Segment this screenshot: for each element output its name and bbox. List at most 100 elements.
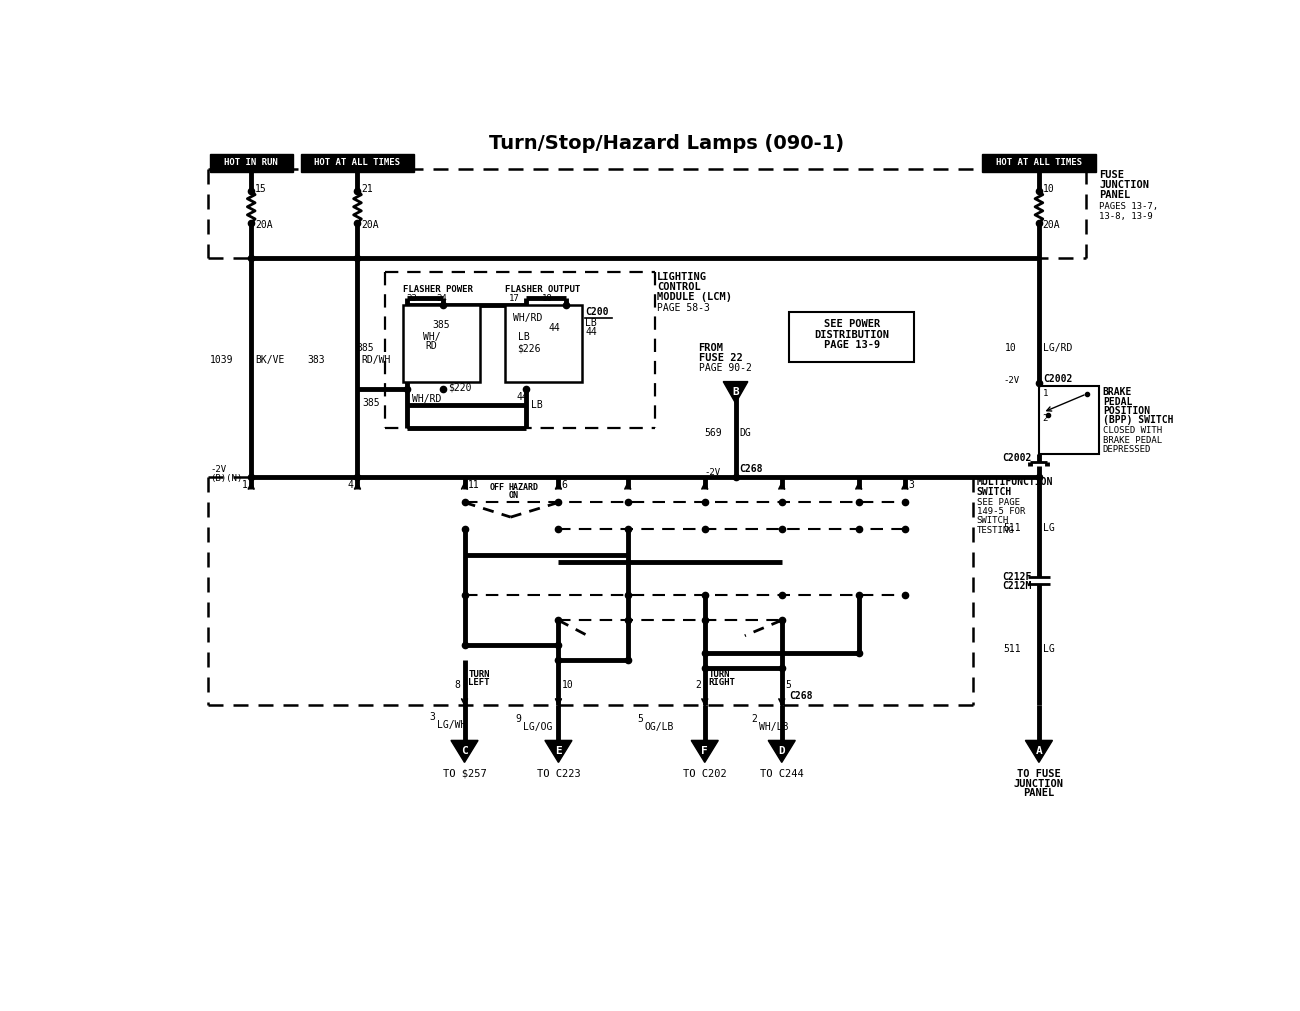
Bar bbox=[982, 154, 1096, 172]
Text: 385: 385 bbox=[363, 398, 380, 408]
Text: C2002: C2002 bbox=[1043, 373, 1072, 383]
Text: SEE POWER: SEE POWER bbox=[824, 318, 880, 329]
Text: 383: 383 bbox=[307, 355, 325, 365]
Text: FLASHER POWER: FLASHER POWER bbox=[403, 285, 473, 293]
Text: 23: 23 bbox=[407, 294, 417, 303]
Text: C212F: C212F bbox=[1002, 572, 1031, 582]
Text: SWITCH: SWITCH bbox=[976, 486, 1011, 496]
Text: 5: 5 bbox=[785, 680, 790, 690]
Text: BRAKE: BRAKE bbox=[1102, 387, 1132, 397]
Text: FUSE: FUSE bbox=[1098, 170, 1124, 180]
Text: PANEL: PANEL bbox=[1098, 190, 1130, 200]
Bar bbox=[300, 154, 415, 172]
Text: PANEL: PANEL bbox=[1023, 788, 1054, 798]
Text: HAZARD: HAZARD bbox=[508, 483, 538, 492]
Text: LG/OG: LG/OG bbox=[523, 722, 552, 732]
Text: 11: 11 bbox=[468, 480, 480, 489]
Text: JUNCTION: JUNCTION bbox=[1098, 180, 1149, 190]
Text: 9: 9 bbox=[516, 714, 521, 724]
Text: C: C bbox=[462, 746, 468, 756]
Text: C212M: C212M bbox=[1002, 581, 1031, 591]
Text: LB: LB bbox=[532, 399, 543, 409]
Text: 24: 24 bbox=[437, 294, 447, 303]
Text: DISTRIBUTION: DISTRIBUTION bbox=[814, 330, 889, 340]
Text: BK/VE: BK/VE bbox=[255, 355, 285, 365]
Text: PEDAL: PEDAL bbox=[1102, 396, 1132, 406]
Text: TO C202: TO C202 bbox=[682, 768, 727, 778]
Text: (B)(N): (B)(N) bbox=[211, 474, 243, 483]
Text: 44: 44 bbox=[585, 327, 597, 337]
Text: LG: LG bbox=[1043, 523, 1054, 533]
Bar bbox=[209, 154, 292, 172]
Text: FUSE 22: FUSE 22 bbox=[698, 354, 742, 364]
Text: 20A: 20A bbox=[255, 219, 273, 229]
Text: A: A bbox=[1036, 746, 1043, 756]
Text: 149-5 FOR: 149-5 FOR bbox=[976, 508, 1024, 517]
Text: 10: 10 bbox=[1043, 184, 1054, 194]
Text: -2V: -2V bbox=[211, 465, 226, 474]
Text: 2: 2 bbox=[751, 714, 757, 724]
Text: 3: 3 bbox=[907, 480, 914, 489]
Text: -2V: -2V bbox=[1004, 376, 1019, 385]
Text: D: D bbox=[779, 746, 785, 756]
Text: C268: C268 bbox=[789, 691, 812, 701]
Text: TO C223: TO C223 bbox=[537, 768, 580, 778]
Text: (BPP) SWITCH: (BPP) SWITCH bbox=[1102, 416, 1174, 425]
Bar bbox=[403, 304, 480, 381]
Text: WH/RD: WH/RD bbox=[412, 393, 442, 403]
Text: PAGE 13-9: PAGE 13-9 bbox=[824, 341, 880, 351]
Text: CLOSED WITH: CLOSED WITH bbox=[1102, 427, 1162, 436]
Text: 1039: 1039 bbox=[209, 355, 233, 365]
Text: RIGHT: RIGHT bbox=[708, 678, 736, 687]
Text: SEE PAGE: SEE PAGE bbox=[976, 498, 1019, 507]
Text: 5: 5 bbox=[637, 714, 644, 724]
Text: TO FUSE: TO FUSE bbox=[1017, 769, 1061, 779]
Polygon shape bbox=[1026, 740, 1053, 762]
Text: PAGE 58-3: PAGE 58-3 bbox=[656, 302, 710, 312]
Text: HOT AT ALL TIMES: HOT AT ALL TIMES bbox=[996, 159, 1082, 168]
Text: TURN: TURN bbox=[708, 669, 731, 678]
Text: TO C244: TO C244 bbox=[760, 768, 803, 778]
Text: TURN: TURN bbox=[468, 669, 490, 678]
Text: B: B bbox=[732, 387, 738, 397]
Text: 511: 511 bbox=[1004, 523, 1020, 533]
Text: 44: 44 bbox=[549, 323, 560, 333]
Text: 2: 2 bbox=[696, 680, 701, 690]
Text: 385: 385 bbox=[356, 344, 374, 354]
Polygon shape bbox=[692, 740, 719, 762]
Text: C200: C200 bbox=[585, 307, 608, 317]
Polygon shape bbox=[723, 381, 748, 403]
Text: 18: 18 bbox=[542, 294, 552, 303]
Text: 8: 8 bbox=[455, 680, 460, 690]
Text: OG/LB: OG/LB bbox=[645, 722, 675, 732]
Text: 13-8, 13-9: 13-8, 13-9 bbox=[1098, 211, 1153, 220]
Bar bbox=[504, 304, 581, 381]
Text: 4: 4 bbox=[348, 480, 354, 489]
Text: DG: DG bbox=[740, 429, 751, 438]
Polygon shape bbox=[545, 740, 572, 762]
Polygon shape bbox=[451, 740, 478, 762]
Text: SWITCH: SWITCH bbox=[976, 517, 1009, 526]
Text: 17: 17 bbox=[510, 294, 520, 303]
Text: LEFT: LEFT bbox=[468, 678, 490, 687]
Text: 3: 3 bbox=[429, 712, 436, 722]
Text: BRAKE PEDAL: BRAKE PEDAL bbox=[1102, 436, 1162, 445]
Bar bbox=[1039, 386, 1098, 454]
Bar bbox=[789, 312, 914, 362]
Text: -2V: -2V bbox=[705, 468, 722, 477]
Text: 1: 1 bbox=[242, 480, 247, 489]
Text: LB: LB bbox=[585, 318, 597, 328]
Text: 44: 44 bbox=[516, 392, 528, 402]
Text: PAGE 90-2: PAGE 90-2 bbox=[698, 364, 751, 373]
Text: 20A: 20A bbox=[361, 219, 380, 229]
Text: 385: 385 bbox=[433, 320, 450, 331]
Polygon shape bbox=[768, 740, 796, 762]
Text: LB: LB bbox=[519, 332, 530, 342]
Text: FLASHER OUTPUT: FLASHER OUTPUT bbox=[504, 285, 580, 293]
Text: TESTING: TESTING bbox=[976, 526, 1014, 535]
Text: F: F bbox=[702, 746, 708, 756]
Text: ON: ON bbox=[508, 491, 519, 500]
Text: 569: 569 bbox=[705, 429, 723, 438]
Text: DEPRESSED: DEPRESSED bbox=[1102, 445, 1152, 454]
Text: 20A: 20A bbox=[1043, 219, 1061, 229]
